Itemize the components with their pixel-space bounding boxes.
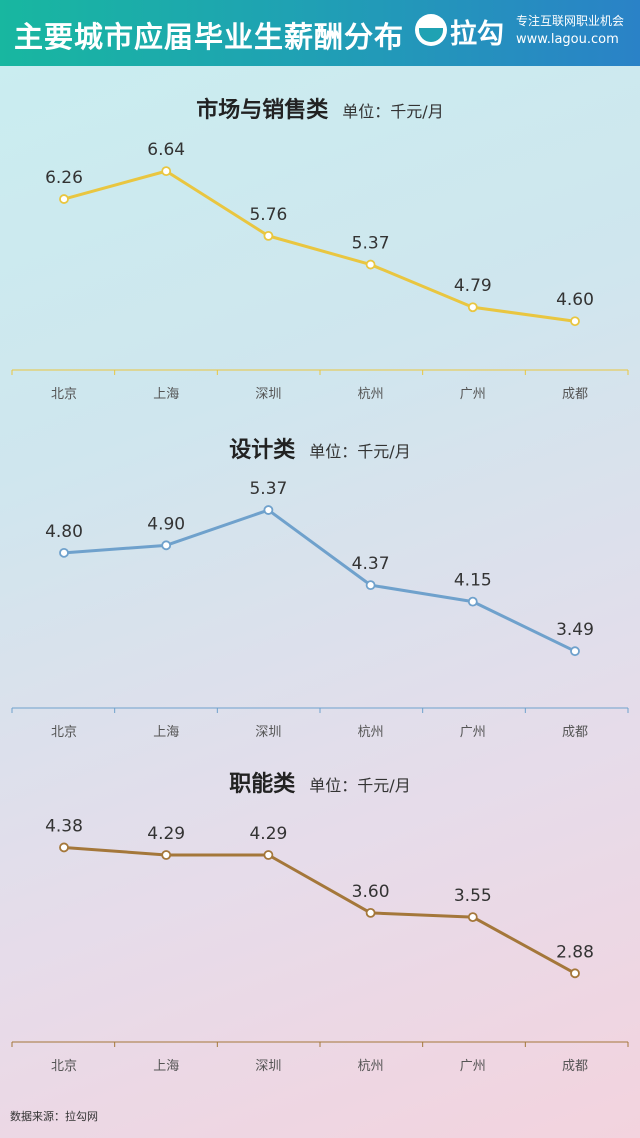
data-point — [365, 908, 376, 918]
data-label: 4.38 — [45, 816, 83, 836]
data-point — [59, 842, 69, 853]
x-tick-label: 成都 — [562, 1059, 588, 1074]
data-point — [570, 316, 580, 327]
chart-svg: 6.26 北京 6.64 上海 5.76 深圳 5.37 杭州 4.79 广州 4.60 成都 — [11, 140, 629, 402]
brand-website: www.lagou.com — [516, 32, 619, 47]
data-point — [161, 166, 172, 177]
chart-svg: 4.80 北京 4.90 上海 5.37 深圳 4.37 杭州 4.15 广州 3.49 成都 — [11, 479, 629, 740]
data-point — [263, 505, 274, 515]
data-point — [263, 230, 274, 241]
x-tick-label: 广州 — [460, 725, 486, 740]
chart-title: 设计类 — [229, 438, 296, 463]
chart-design: 设计类 单位：千元/月 4.80 北京 4.90 上海 5.37 深圳 4.37 杭州 4.15 广… — [0, 432, 640, 748]
data-label: 4.60 — [556, 290, 594, 310]
x-tick-label: 成都 — [562, 725, 588, 740]
data-point — [365, 259, 376, 270]
chart-title: 市场与销售类 — [196, 98, 329, 123]
chart-title-row: 职能类 单位：千元/月 — [0, 766, 640, 798]
x-tick-label: 深圳 — [255, 725, 281, 740]
brand-name: 拉勾 — [450, 19, 504, 50]
chart-unit: 单位：千元/月 — [342, 102, 444, 121]
data-label: 5.37 — [352, 234, 390, 254]
chart-marketing-sales: 市场与销售类 单位：千元/月 6.26 北京 6.64 上海 5.76 深圳 5.37 杭州 4.… — [0, 92, 640, 412]
data-point — [570, 968, 580, 979]
series-line — [63, 845, 576, 975]
chart-functional: 职能类 单位：千元/月 4.38 北京 4.29 上海 4.29 深圳 3.60 杭州 3.55 广… — [0, 766, 640, 1082]
data-label: 6.26 — [45, 168, 83, 188]
x-tick-label: 深圳 — [255, 1059, 281, 1074]
chart-unit: 单位：千元/月 — [309, 442, 411, 461]
data-label: 2.88 — [556, 942, 594, 962]
series-line — [63, 508, 576, 653]
page-title: 主要城市应届毕业生薪酬分布 — [14, 20, 405, 54]
data-point — [570, 646, 580, 657]
chart-title-row: 设计类 单位：千元/月 — [0, 432, 640, 464]
data-point — [161, 540, 172, 551]
x-tick-label: 深圳 — [255, 387, 281, 402]
data-label: 4.79 — [454, 276, 492, 296]
data-point — [161, 850, 172, 860]
data-point — [59, 547, 69, 558]
brand-slogan: 专注互联网职业机会 — [516, 14, 625, 28]
series-line — [63, 169, 576, 323]
data-source: 数据来源：拉勾网 — [10, 1110, 98, 1123]
x-tick-label: 广州 — [460, 387, 486, 402]
x-tick-label: 杭州 — [358, 1059, 384, 1074]
data-point — [263, 850, 274, 860]
x-tick-label: 杭州 — [358, 387, 384, 402]
x-tick-label: 北京 — [51, 1059, 77, 1074]
data-label: 6.64 — [147, 140, 185, 160]
x-tick-label: 上海 — [153, 1059, 179, 1074]
data-label: 4.37 — [352, 554, 390, 574]
x-tick-label: 上海 — [153, 725, 179, 740]
data-label: 5.37 — [249, 479, 287, 499]
x-tick-label: 北京 — [51, 725, 77, 740]
data-point — [365, 580, 376, 591]
data-point — [59, 194, 69, 204]
chart-title: 职能类 — [229, 772, 296, 797]
chart-svg: 4.38 北京 4.29 上海 4.29 深圳 3.60 杭州 3.55 广州 2.88 成都 — [11, 816, 629, 1074]
data-label: 3.49 — [556, 620, 594, 640]
data-label: 5.76 — [249, 205, 287, 225]
data-label: 4.29 — [249, 824, 287, 844]
data-point — [467, 302, 478, 313]
header-banner: 主要城市应届毕业生薪酬分布 拉勾 专注互联网职业机会 www.lagou.com — [0, 0, 640, 66]
chart-title-row: 市场与销售类 单位：千元/月 — [0, 92, 640, 124]
data-point — [467, 596, 478, 607]
data-label: 4.29 — [147, 824, 185, 844]
x-tick-label: 北京 — [51, 387, 77, 402]
data-label: 3.55 — [454, 886, 492, 906]
chart-unit: 单位：千元/月 — [309, 776, 411, 795]
data-point — [467, 912, 478, 922]
lagou-smile-logo-icon — [415, 14, 447, 46]
x-tick-label: 成都 — [562, 387, 588, 402]
data-label: 4.90 — [147, 514, 185, 534]
x-tick-label: 上海 — [153, 387, 179, 402]
x-tick-label: 杭州 — [358, 725, 384, 740]
data-label: 4.15 — [454, 571, 492, 591]
data-label: 3.60 — [352, 882, 390, 902]
x-tick-label: 广州 — [460, 1059, 486, 1074]
data-label: 4.80 — [45, 522, 83, 542]
